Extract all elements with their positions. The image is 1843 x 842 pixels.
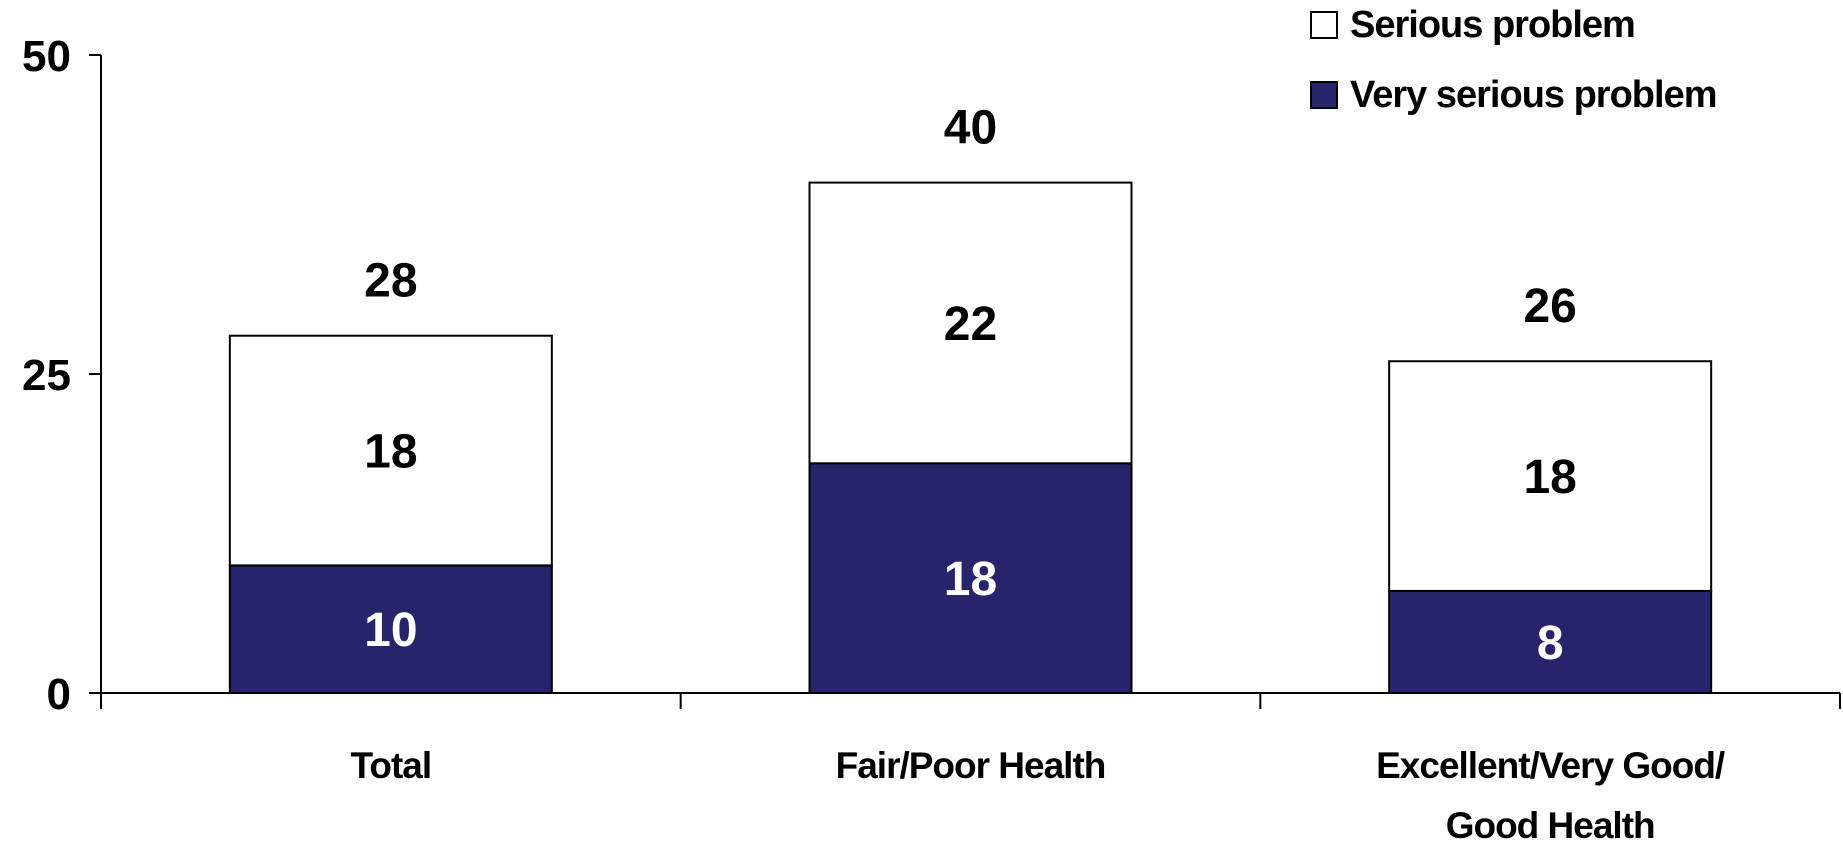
category-label: Excellent/Very Good/Good Health [1376, 745, 1725, 842]
segment-value-label: 18 [364, 426, 417, 479]
segment-value-label: 22 [944, 298, 997, 351]
segment-value-label: 18 [944, 553, 997, 606]
bar-segment-serious [228, 334, 553, 567]
labels: Total Fair/Poor Health Excellent/Very Good… [351, 102, 1726, 842]
bar-segment-serious [1388, 360, 1713, 592]
legend-swatch [1310, 11, 1338, 39]
legend-swatch [1310, 81, 1338, 109]
total-value-label: 40 [944, 102, 997, 155]
y-tick-label: 0 [47, 670, 71, 719]
legend-label: Serious problem [1350, 4, 1635, 46]
bars [228, 181, 1713, 695]
y-tick-label: 50 [22, 32, 71, 81]
total-value-label: 28 [364, 255, 417, 308]
category-label: Fair/Poor Health [836, 745, 1106, 786]
legend: Serious problem Very serious problem [1310, 4, 1718, 116]
bar-segment-very-serious [1388, 589, 1713, 694]
segment-value-label: 8 [1537, 617, 1564, 670]
bar-segment-serious [808, 181, 1133, 465]
segment-value-label: 10 [364, 604, 417, 657]
y-tick-label: 25 [22, 351, 71, 400]
legend-label: Very serious problem [1350, 74, 1717, 116]
category-label: Total [351, 745, 432, 786]
total-value-label: 26 [1523, 280, 1576, 333]
segment-value-label: 18 [1523, 451, 1576, 504]
